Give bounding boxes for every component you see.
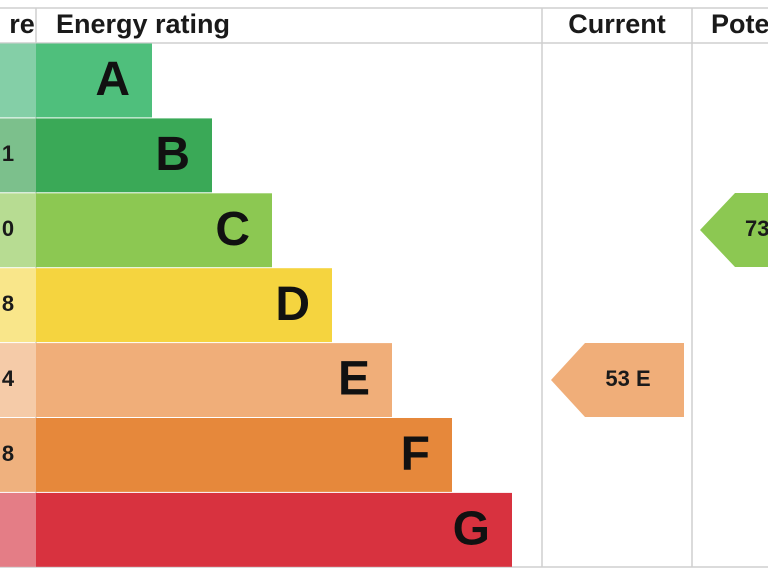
score-cell xyxy=(0,418,36,492)
band-bar xyxy=(36,193,272,268)
band-score: 1 xyxy=(2,141,14,166)
score-cell xyxy=(0,193,36,268)
band-letter: D xyxy=(275,278,310,331)
band-bar xyxy=(36,492,512,567)
score-cell xyxy=(0,343,36,417)
band-letter: G xyxy=(453,503,490,556)
score-header: re xyxy=(9,9,35,39)
band-letter: F xyxy=(401,428,430,481)
current-label: 53 E xyxy=(605,366,650,391)
current-arrow xyxy=(551,343,684,417)
band-score: 4 xyxy=(2,366,15,391)
score-cell xyxy=(0,118,36,193)
band-letter: C xyxy=(215,203,250,256)
score-cell xyxy=(0,268,36,343)
band-letter: A xyxy=(95,53,130,106)
band-letter: B xyxy=(155,128,190,181)
potential-arrow xyxy=(700,193,768,267)
band-bar xyxy=(36,418,452,492)
band-bar xyxy=(36,268,332,343)
current-header: Current xyxy=(568,9,666,39)
potential-label: 73 xyxy=(745,216,768,241)
score-cell xyxy=(0,43,36,118)
band-bar xyxy=(36,118,212,193)
score-cell xyxy=(0,492,36,567)
band-letter: E xyxy=(338,353,370,406)
band-bar xyxy=(36,43,152,118)
band-score: 8 xyxy=(2,291,14,316)
rating-header: Energy rating xyxy=(56,9,230,39)
band-bar xyxy=(36,343,392,417)
band-score: 8 xyxy=(2,441,14,466)
band-score: 0 xyxy=(2,216,14,241)
potential-header: Pote xyxy=(711,9,768,39)
